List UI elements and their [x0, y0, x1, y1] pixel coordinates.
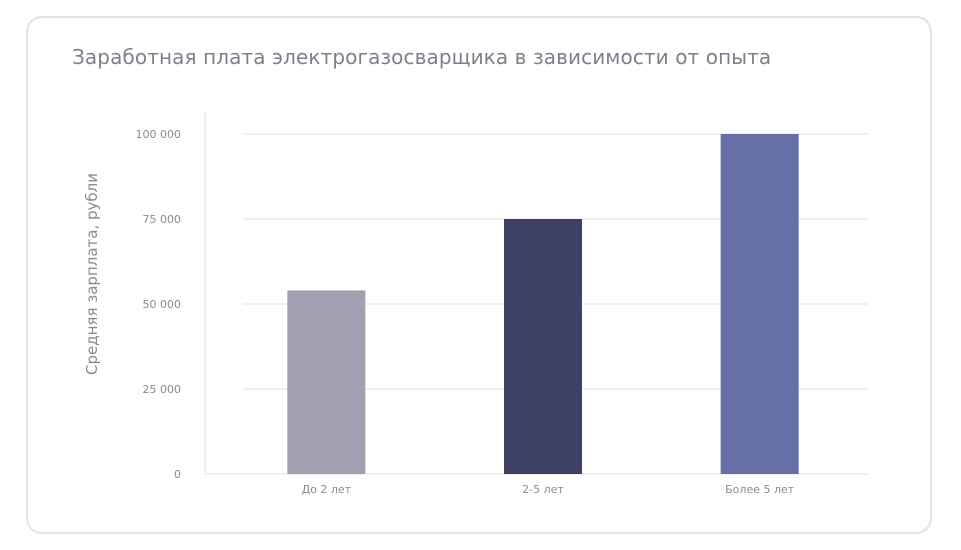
x-tick-label: Более 5 лет — [725, 483, 795, 496]
y-tick-label: 50 000 — [143, 298, 182, 311]
x-tick-labels: До 2 лет 2-5 лет Более 5 лет — [302, 483, 795, 496]
bar — [504, 219, 582, 474]
bars — [287, 134, 799, 474]
y-tick-label: 25 000 — [143, 383, 182, 396]
y-tick-labels: 0 25 000 50 000 75 000 100 000 — [136, 128, 182, 481]
x-tick-label: До 2 лет — [302, 483, 352, 496]
chart-title: Заработная плата электрогазосварщика в з… — [72, 45, 772, 69]
y-axis-title: Средняя зарплата, рубли — [83, 173, 101, 375]
y-tick-label: 100 000 — [136, 128, 182, 141]
x-tick-label: 2-5 лет — [522, 483, 564, 496]
bar — [287, 290, 366, 474]
bar — [720, 134, 799, 474]
y-tick-label: 75 000 — [143, 213, 182, 226]
y-tick-label: 0 — [174, 468, 181, 481]
